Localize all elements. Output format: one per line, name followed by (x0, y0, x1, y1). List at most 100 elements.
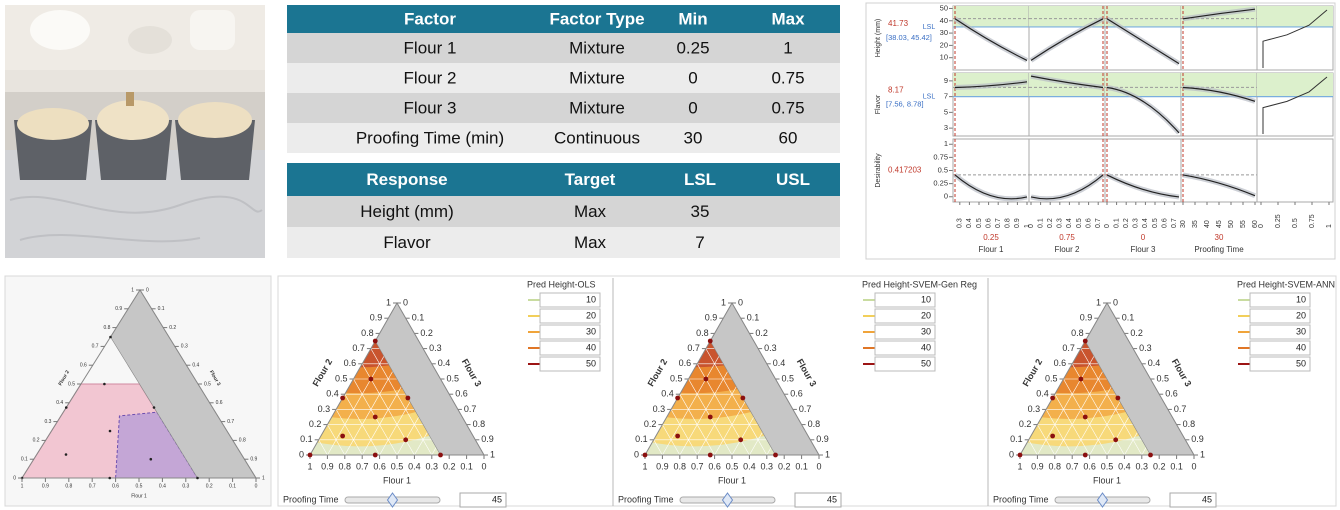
slider-input[interactable] (1169, 492, 1217, 508)
photo-bowl (128, 26, 172, 54)
legend-box (874, 340, 936, 356)
design-point (152, 406, 156, 409)
acceptable-band (1105, 73, 1181, 97)
x-tick-label: 60 (1252, 220, 1259, 228)
tick-label: 0.8 (1071, 328, 1084, 338)
prediction-trace (1182, 86, 1256, 102)
design-point (703, 376, 709, 382)
photo-shelf (5, 70, 265, 92)
axis-title: Flour 1 (383, 475, 411, 485)
prediction-trace (1030, 18, 1104, 61)
tick-label: 0.6 (1165, 389, 1178, 399)
tick-label: 0.5 (1101, 461, 1114, 471)
tick-label: 0.7 (1062, 343, 1075, 353)
tick-label: 0.9 (1080, 313, 1093, 323)
tick-label: 0.7 (691, 461, 704, 471)
slider-input[interactable] (459, 492, 507, 508)
y-tick-label: 1 (944, 139, 948, 148)
x-tick-label: 0.1 (1113, 218, 1120, 228)
tick-label: 0.5 (391, 461, 404, 471)
tick-label: 0.1 (1122, 313, 1135, 323)
tick-label: 1 (825, 449, 830, 459)
tick-label: 0 (634, 449, 639, 459)
prediction-trace (954, 18, 1028, 61)
response-value: 0.417203 (888, 166, 922, 175)
legend-box (1249, 308, 1311, 324)
tick-label: 0.8 (696, 328, 709, 338)
tick-label: 0 (255, 483, 258, 489)
prediction-trace (1106, 86, 1180, 134)
tick-label: 1 (307, 461, 312, 471)
table-cell: Mixture (569, 68, 625, 87)
legend-label: 50 (586, 358, 596, 368)
tick-label: 0.1 (21, 457, 28, 463)
legend-box (1249, 356, 1311, 372)
x-tick-label: 40 (1204, 220, 1211, 228)
legend-title: Pred Height-SVEM-Gen Reg (862, 279, 977, 289)
design-point (108, 429, 112, 433)
grid-line (1028, 439, 1038, 456)
tick-label: 0.3 (761, 461, 774, 471)
tick-label: 0.3 (44, 419, 51, 425)
tick-label: 0.6 (679, 358, 692, 368)
desirability-function (1262, 9, 1328, 68)
design-point (1050, 433, 1056, 439)
grid-line (1037, 424, 1056, 456)
tick-label: 0.9 (115, 306, 122, 312)
grid-line (1054, 394, 1090, 456)
design-point (707, 338, 713, 344)
x-tick-label: 1 (1326, 224, 1333, 228)
grid-line (1080, 348, 1143, 456)
tick-label: 0.9 (321, 461, 334, 471)
tick-label: 0.5 (726, 461, 739, 471)
tick-label: 0.3 (318, 404, 331, 414)
legend-box (539, 292, 601, 308)
y-tick-label: 10 (940, 53, 948, 62)
factor-value: 30 (1215, 233, 1224, 242)
design-point (1017, 452, 1023, 458)
slider-handle[interactable] (1096, 492, 1109, 508)
y-tick-label: 50 (940, 3, 948, 12)
prediction-trace (954, 81, 1028, 89)
design-point (108, 476, 112, 480)
design-point (368, 376, 374, 382)
slider-handle[interactable] (386, 492, 399, 508)
tick-label: 0.3 (182, 483, 189, 489)
tick-label: 0.3 (1136, 461, 1149, 471)
tick-label: 0 (146, 287, 149, 293)
legend-label: 20 (1296, 310, 1306, 320)
triangle-outline (644, 301, 820, 456)
design-point (405, 395, 411, 401)
tick-label: 0 (738, 297, 743, 307)
tick-label: 0.8 (361, 328, 374, 338)
x-tick-label: 0.4 (1142, 218, 1149, 228)
tick-label: 0.4 (1036, 389, 1049, 399)
grid-line (662, 424, 681, 456)
legend-label: 10 (1296, 294, 1306, 304)
y-tick-label: 20 (940, 40, 948, 49)
limit-label: LSL (923, 24, 936, 31)
legend-title: Pred Height-SVEM-ANN (1237, 279, 1335, 289)
x-tick-label: 0 (1028, 224, 1035, 228)
response-interval: [7.56, 8.78] (886, 99, 924, 108)
slider-handle[interactable] (721, 492, 734, 508)
grid-line (670, 409, 698, 456)
tick-label: 0.5 (68, 381, 75, 387)
x-tick-label: 0.25 (1275, 214, 1282, 228)
tick-label: 0.2 (33, 438, 40, 444)
tick-label: 0.4 (192, 363, 199, 369)
photo-dough (17, 108, 89, 140)
tick-label: 0.7 (227, 419, 234, 425)
tick-label: 1 (21, 483, 24, 489)
tick-label: 0.9 (1191, 434, 1204, 444)
column-header: Max (771, 9, 805, 28)
slider-input[interactable] (794, 492, 842, 508)
tick-label: 0.6 (112, 483, 119, 489)
design-point (340, 433, 346, 439)
tick-label: 0.6 (1083, 461, 1096, 471)
tick-label: 0.7 (89, 483, 96, 489)
design-point (307, 452, 313, 458)
response-value: 8.17 (888, 86, 904, 95)
legend-label: 30 (1296, 326, 1306, 336)
tick-label: 0.5 (670, 373, 683, 383)
